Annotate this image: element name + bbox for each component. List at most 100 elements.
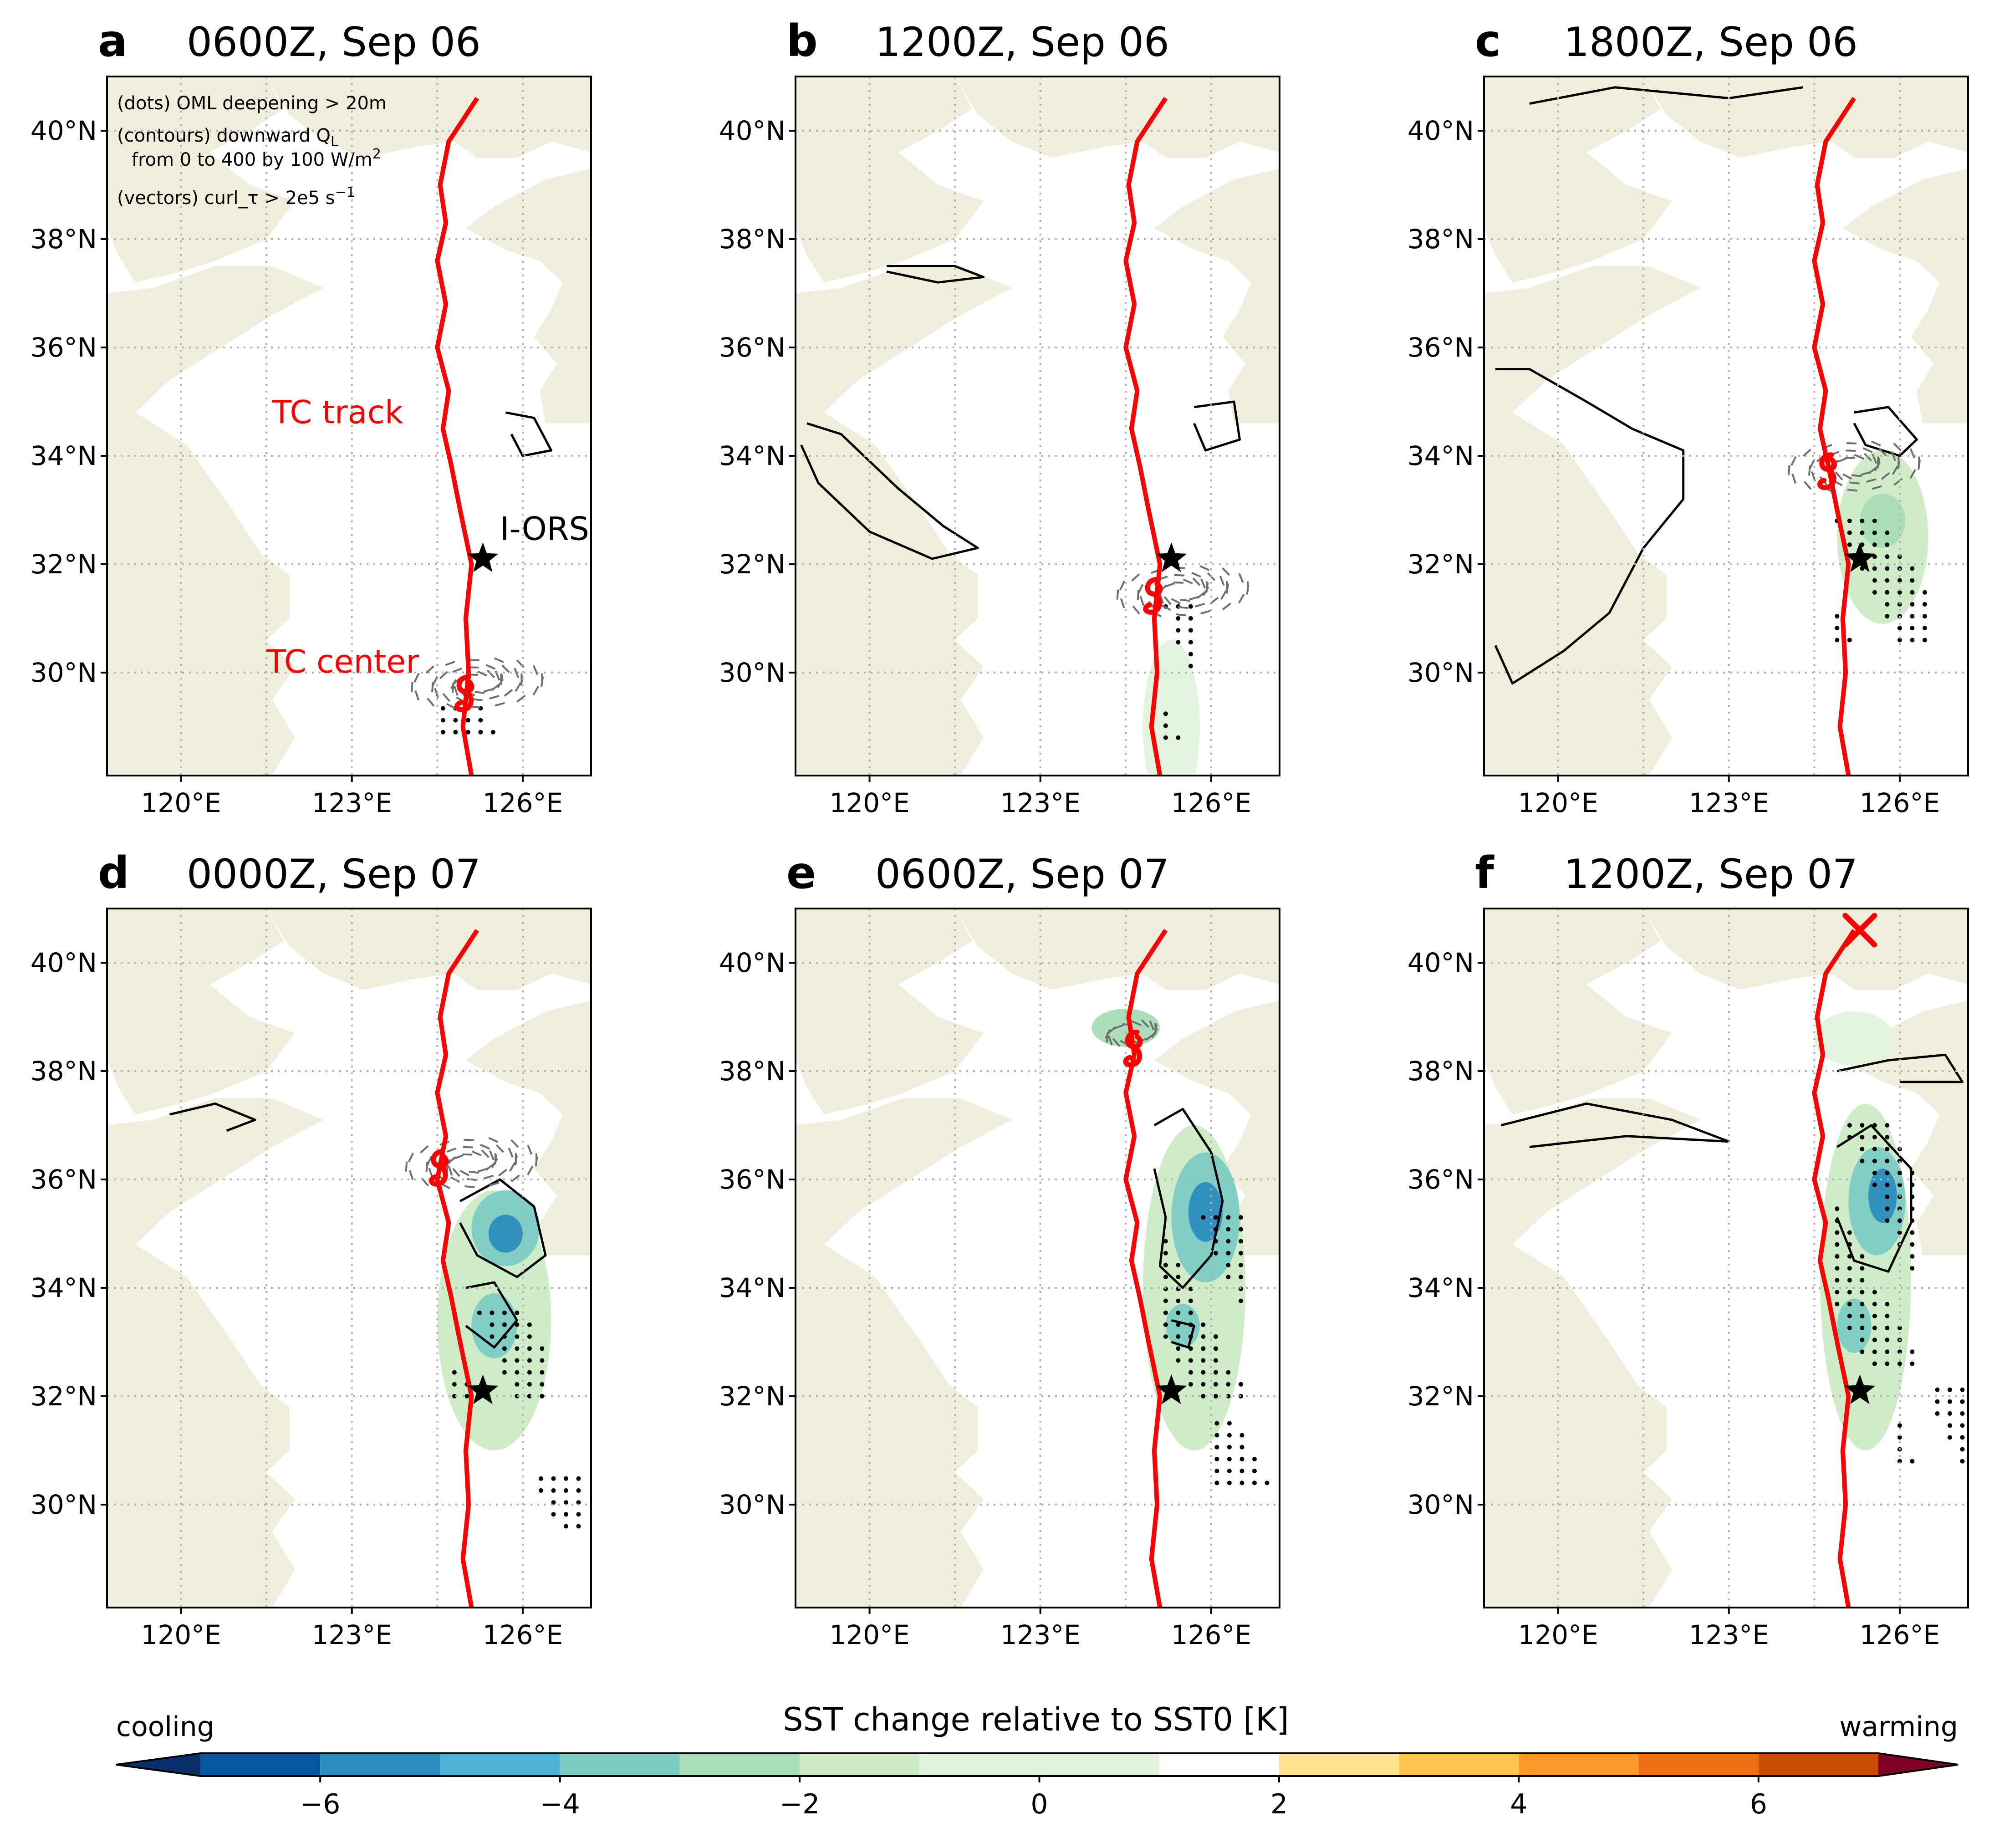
wind-stress-curl-vector — [450, 1176, 460, 1183]
wind-stress-curl-vector — [1180, 599, 1191, 602]
wind-stress-curl-vector — [508, 1148, 514, 1158]
wind-stress-curl-vector — [1220, 590, 1227, 600]
wind-stress-curl-vector — [411, 682, 413, 692]
wind-stress-curl-vector — [1199, 565, 1210, 571]
wind-stress-curl-vector — [486, 669, 495, 679]
lon-tick-label: 123°E — [1000, 1619, 1081, 1650]
oml-deepening-dot — [1885, 1206, 1890, 1211]
wind-stress-curl-vector — [474, 691, 485, 694]
lat-tick-label: 38°N — [719, 1056, 785, 1087]
oml-deepening-dot — [1265, 1480, 1270, 1486]
tc-track-line — [435, 97, 479, 776]
oml-deepening-dot — [1872, 1135, 1877, 1140]
oml-deepening-dot — [1188, 1298, 1193, 1303]
oml-deepening-dot — [1897, 1459, 1902, 1464]
lat-tick-label: 34°N — [1408, 440, 1474, 471]
wind-stress-curl-vector — [1226, 583, 1229, 594]
oml-deepening-dot — [1188, 628, 1193, 633]
oml-deepening-dot — [1835, 1254, 1840, 1259]
wind-stress-curl-vector — [1106, 1032, 1109, 1043]
wind-stress-curl-vector — [1159, 593, 1164, 604]
panel-letter: e — [786, 847, 816, 898]
lat-tick-label: 32°N — [1408, 1381, 1474, 1412]
oml-deepening-dot — [1239, 1298, 1243, 1303]
oml-deepening-dot — [540, 1346, 545, 1351]
oml-deepening-dot — [1860, 1123, 1865, 1128]
oml-deepening-dot — [1163, 711, 1168, 716]
panel-letter: c — [1475, 15, 1501, 66]
wind-stress-curl-vector — [516, 694, 526, 703]
oml-deepening-dot — [1897, 1218, 1902, 1223]
oml-deepening-dot — [1213, 1227, 1218, 1232]
oml-deepening-dot — [1176, 1346, 1181, 1351]
oml-deepening-dot — [527, 1346, 532, 1351]
wind-stress-curl-vector — [1222, 602, 1231, 611]
oml-deepening-dot — [564, 1476, 568, 1481]
lat-tick-label: 38°N — [31, 1056, 97, 1087]
oml-deepening-dot — [1872, 1123, 1877, 1128]
oml-deepening-dot — [1239, 1469, 1244, 1474]
oml-deepening-dot — [1872, 542, 1877, 547]
oml-deepening-dot — [1163, 723, 1168, 728]
oml-deepening-dot — [1910, 1230, 1915, 1235]
oml-deepening-dot — [1885, 1326, 1890, 1330]
wind-stress-curl-vector — [1849, 481, 1860, 485]
oml-deepening-dot — [1960, 1459, 1965, 1464]
land-area — [1154, 1001, 1280, 1256]
oml-deepening-dot — [440, 730, 445, 735]
lon-tick-label: 126°E — [1860, 1619, 1940, 1650]
oml-deepening-dot — [1885, 554, 1890, 559]
land-area — [266, 77, 591, 158]
colorbar-segment — [1758, 1753, 1878, 1776]
land-area — [1484, 266, 1701, 776]
wind-stress-curl-vector — [1788, 465, 1790, 475]
oml-deepening-dot — [1885, 1361, 1890, 1366]
lat-tick-label: 40°N — [1408, 115, 1474, 146]
wind-stress-curl-vector — [1200, 578, 1206, 589]
wind-stress-curl-vector — [445, 661, 455, 666]
oml-deepening-dot — [1960, 1399, 1965, 1404]
oml-deepening-dot — [540, 1394, 545, 1399]
wind-stress-curl-vector — [466, 1178, 477, 1181]
wind-stress-curl-vector — [1174, 574, 1184, 577]
oml-deepening-dot — [1910, 1349, 1915, 1354]
wind-stress-curl-vector — [1246, 584, 1250, 595]
wind-stress-curl-vector — [532, 665, 538, 675]
wind-stress-curl-vector — [452, 1168, 460, 1177]
oml-deepening-dot — [1948, 1435, 1952, 1440]
oml-deepening-dot — [1835, 1290, 1840, 1295]
oml-deepening-dot — [1847, 542, 1852, 547]
panel-body — [107, 77, 591, 776]
oml-deepening-dot — [1872, 1349, 1877, 1354]
oml-deepening-dot — [515, 1334, 520, 1339]
oml-deepening-dot — [1847, 1290, 1852, 1295]
oml-deepening-dot — [1239, 1239, 1243, 1244]
lat-tick-label: 38°N — [1408, 1056, 1474, 1087]
oml-deepening-dot — [1226, 1227, 1231, 1232]
oml-deepening-dot — [464, 1394, 469, 1399]
oml-deepening-dot — [515, 1310, 520, 1315]
map-panel-e: 120°E 123°E 126°E 30°N 32°N 34°N 36°N 38°N 40°N e… — [719, 847, 1280, 1650]
wind-stress-curl-vector — [515, 1155, 518, 1166]
oml-deepening-dot — [1226, 1251, 1231, 1256]
colorbar-warming-label: warming — [1839, 1711, 1958, 1743]
oml-deepening-dot — [1163, 735, 1168, 740]
oml-deepening-dot — [1176, 1275, 1181, 1280]
oml-deepening-dot — [1923, 614, 1927, 619]
land-area — [796, 266, 1012, 776]
oml-deepening-dot — [1847, 1313, 1852, 1318]
oml-deepening-dot — [1860, 1159, 1865, 1164]
oml-deepening-dot — [1847, 1278, 1852, 1283]
oml-deepening-dot — [1176, 1310, 1181, 1315]
wind-stress-curl-vector — [1154, 1024, 1158, 1035]
legend-contours-range-text: from 0 to 400 by 100 W/m2 — [132, 146, 381, 170]
oml-deepening-dot — [1214, 1433, 1219, 1438]
oml-deepening-dot — [1910, 566, 1915, 571]
oml-deepening-dot — [1835, 1242, 1840, 1247]
oml-deepening-dot — [1214, 1445, 1219, 1450]
oml-deepening-dot — [1885, 1349, 1890, 1354]
oml-deepening-dot — [1176, 1322, 1181, 1327]
oml-deepening-dot — [1910, 1361, 1915, 1366]
oml-deepening-dot — [1214, 1457, 1219, 1461]
panel-frame — [795, 908, 1280, 1608]
